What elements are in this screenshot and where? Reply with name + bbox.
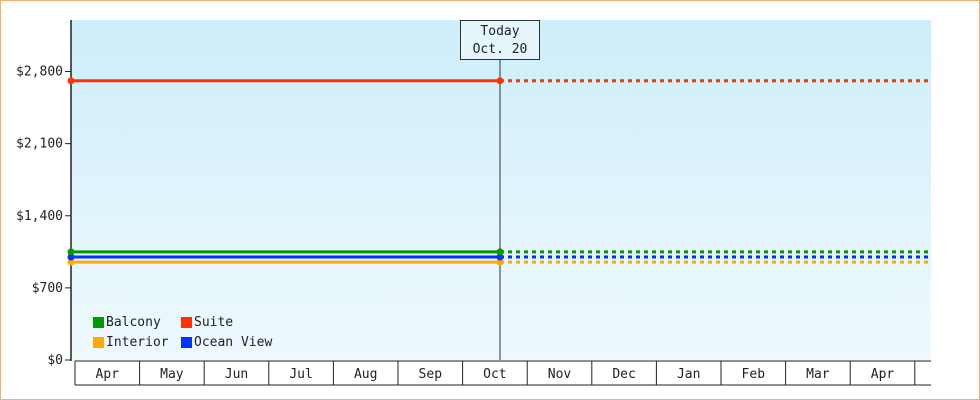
x-tick-label: Jan <box>677 367 700 382</box>
chart-legend: Balcony Suite Interior Ocean View <box>93 312 301 352</box>
legend-swatch <box>93 336 104 348</box>
plot-area <box>71 20 931 360</box>
legend-item-suite[interactable]: Suite <box>181 315 301 330</box>
x-tick-label: May <box>160 367 184 382</box>
x-tick-label: Apr <box>96 367 120 382</box>
x-tick-label: Feb <box>742 367 766 382</box>
x-tick-label: Apr <box>871 367 895 382</box>
today-marker-label: Today Oct. 20 <box>460 20 540 60</box>
x-tick-label: Jul <box>289 367 312 382</box>
series-point <box>496 258 504 266</box>
y-tick-label: $1,400 <box>16 209 63 224</box>
series-point <box>496 77 504 85</box>
series-point <box>67 248 75 256</box>
x-tick-label: Oct <box>483 367 506 382</box>
series-point <box>496 253 504 261</box>
today-label: Today <box>480 24 520 39</box>
y-tick-label: $2,800 <box>16 65 63 80</box>
legend-label: Suite <box>194 314 234 330</box>
x-tick-label: Sep <box>419 367 443 382</box>
series-point <box>67 253 75 261</box>
legend-label: Interior <box>106 334 169 350</box>
y-tick-label: $0 <box>47 353 63 368</box>
y-tick-label: $700 <box>32 281 63 296</box>
today-date: Oct. 20 <box>472 42 528 57</box>
legend-row: Interior Ocean View <box>93 332 301 352</box>
legend-label: Balcony <box>106 314 161 330</box>
series-point <box>496 248 504 256</box>
x-tick-label: Aug <box>354 367 377 382</box>
x-tick-label: Nov <box>548 367 572 382</box>
legend-label: Ocean View <box>194 334 273 350</box>
x-tick-label: Mar <box>806 367 830 382</box>
legend-swatch <box>181 316 192 328</box>
series-point <box>67 77 75 85</box>
x-tick-label: Jun <box>225 367 248 382</box>
series-point <box>67 258 75 266</box>
legend-item-balcony[interactable]: Balcony <box>93 315 181 330</box>
legend-item-ocean-view[interactable]: Ocean View <box>181 335 301 350</box>
legend-swatch <box>93 316 104 328</box>
x-tick-label: Dec <box>612 367 635 382</box>
y-tick-label: $2,100 <box>16 137 63 152</box>
legend-item-interior[interactable]: Interior <box>93 335 181 350</box>
legend-swatch <box>181 336 192 348</box>
legend-row: Balcony Suite <box>93 312 301 332</box>
